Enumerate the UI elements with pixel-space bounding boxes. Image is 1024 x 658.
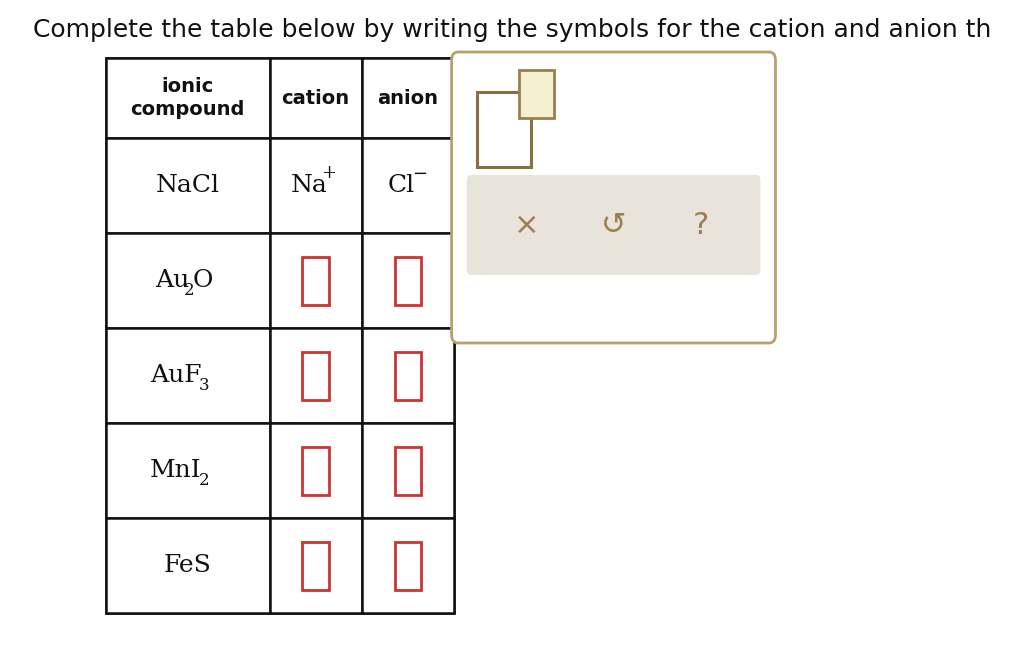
Text: 2: 2 [199, 472, 210, 489]
Bar [477, 92, 531, 167]
Bar [302, 257, 329, 305]
Bar [269, 518, 361, 613]
Text: MnI: MnI [151, 459, 202, 482]
Bar [105, 423, 269, 518]
FancyBboxPatch shape [452, 52, 775, 343]
Bar [361, 328, 454, 423]
Text: −: − [412, 164, 427, 182]
Bar [394, 447, 422, 495]
Bar [105, 138, 269, 233]
Bar [302, 447, 329, 495]
Text: +: + [321, 164, 336, 182]
Bar [105, 233, 269, 328]
Text: AuF: AuF [151, 364, 202, 387]
Bar [361, 233, 454, 328]
Bar [105, 58, 454, 613]
Text: cation: cation [282, 88, 350, 107]
Text: NaCl: NaCl [156, 174, 220, 197]
Bar [105, 518, 269, 613]
Bar [361, 138, 454, 233]
Text: Cl: Cl [388, 174, 415, 197]
Text: ↺: ↺ [601, 211, 627, 240]
Text: ×: × [514, 211, 540, 240]
Bar [269, 423, 361, 518]
Bar [394, 351, 422, 399]
Bar [269, 233, 361, 328]
Bar [394, 542, 422, 590]
Bar [269, 58, 361, 138]
Text: FeS: FeS [164, 554, 212, 577]
Bar [302, 542, 329, 590]
Text: anion: anion [378, 88, 438, 107]
Bar [519, 70, 554, 118]
Text: 2: 2 [184, 282, 195, 299]
Bar [302, 351, 329, 399]
Bar [269, 138, 361, 233]
Text: Complete the table below by writing the symbols for the cation and anion th: Complete the table below by writing the … [33, 18, 991, 42]
Text: O: O [193, 269, 213, 292]
Text: ionic
compound: ionic compound [130, 77, 245, 119]
Text: 3: 3 [199, 377, 210, 394]
Bar [269, 328, 361, 423]
Bar [361, 423, 454, 518]
Bar [394, 257, 422, 305]
Text: Na: Na [291, 174, 328, 197]
Text: Au: Au [156, 269, 189, 292]
Bar [105, 328, 269, 423]
Text: ?: ? [692, 211, 709, 240]
Bar [105, 58, 269, 138]
Bar [361, 518, 454, 613]
FancyBboxPatch shape [467, 175, 761, 275]
Bar [361, 58, 454, 138]
